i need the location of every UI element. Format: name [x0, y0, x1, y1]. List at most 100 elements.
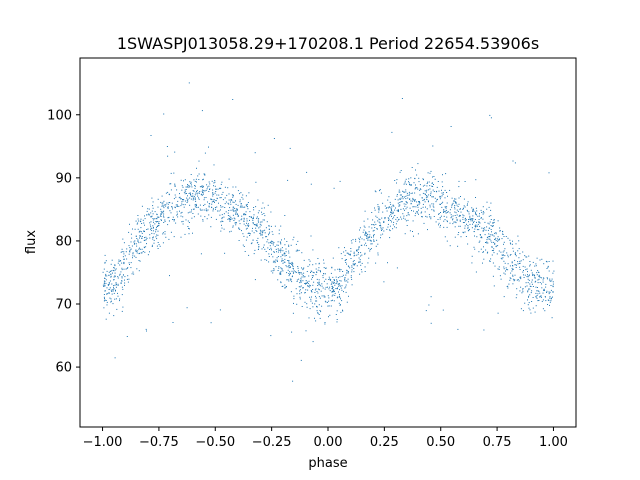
data-point — [422, 192, 424, 194]
data-point — [381, 228, 383, 230]
data-point — [160, 215, 161, 217]
data-point — [520, 308, 522, 310]
data-point — [227, 187, 229, 189]
data-point — [258, 227, 260, 229]
data-point — [300, 277, 302, 279]
data-point — [437, 181, 439, 182]
data-point — [150, 216, 152, 218]
data-point — [527, 304, 529, 306]
data-point — [545, 286, 547, 288]
data-point — [245, 195, 247, 197]
data-point — [430, 218, 432, 220]
data-point — [273, 251, 275, 253]
data-point — [266, 236, 268, 238]
data-point — [454, 201, 456, 203]
data-point — [362, 231, 364, 233]
data-point — [288, 262, 290, 264]
data-point — [529, 294, 531, 296]
data-point — [374, 227, 376, 228]
data-point — [475, 197, 476, 198]
data-point — [342, 271, 344, 272]
data-point — [525, 282, 527, 284]
data-point — [274, 246, 276, 247]
data-point — [188, 82, 190, 84]
data-point — [204, 152, 206, 154]
data-point — [218, 210, 220, 212]
data-point — [318, 296, 320, 298]
data-point — [539, 292, 541, 294]
data-point — [412, 197, 414, 199]
data-point — [482, 218, 484, 220]
data-point — [188, 222, 190, 223]
data-point — [529, 288, 531, 290]
data-point — [183, 199, 185, 200]
data-point — [235, 200, 236, 202]
data-point — [429, 188, 431, 190]
data-point — [192, 190, 194, 192]
data-point — [319, 270, 321, 272]
data-point — [369, 250, 371, 252]
data-point — [290, 272, 291, 274]
data-point — [498, 266, 500, 268]
data-point — [291, 270, 293, 272]
data-point — [144, 237, 145, 239]
data-point — [444, 210, 446, 212]
data-point — [548, 293, 550, 295]
data-point — [234, 218, 236, 220]
data-point — [529, 265, 531, 267]
data-point — [236, 209, 238, 211]
data-point — [220, 197, 222, 199]
data-point — [150, 221, 152, 223]
data-point — [536, 297, 538, 299]
data-point — [270, 211, 272, 213]
data-point — [220, 209, 221, 211]
data-point — [502, 230, 504, 232]
data-point — [272, 272, 274, 274]
data-point — [240, 192, 242, 194]
data-point — [140, 252, 142, 254]
data-point — [150, 216, 152, 218]
data-point — [275, 248, 277, 250]
data-point — [270, 242, 272, 244]
data-point — [197, 206, 199, 208]
data-point — [376, 216, 378, 218]
data-point — [468, 221, 469, 223]
data-point — [387, 262, 388, 264]
data-point — [283, 261, 285, 263]
data-point — [441, 192, 443, 194]
data-point — [270, 270, 272, 272]
data-point — [103, 300, 105, 302]
data-point — [447, 211, 449, 213]
data-point — [335, 314, 337, 315]
data-point — [515, 243, 517, 245]
data-point — [268, 225, 270, 227]
data-point — [213, 193, 215, 195]
data-point — [478, 221, 479, 223]
data-point — [380, 234, 382, 236]
data-point — [505, 236, 507, 237]
data-point — [111, 283, 113, 285]
data-point — [230, 199, 232, 201]
data-point — [471, 218, 473, 220]
data-point — [490, 215, 492, 217]
data-point — [234, 207, 236, 209]
data-point — [262, 237, 264, 239]
data-point — [153, 226, 154, 228]
data-point — [160, 213, 162, 215]
data-point — [315, 288, 317, 290]
data-point — [121, 276, 123, 278]
data-point — [488, 227, 490, 229]
data-point — [267, 247, 269, 249]
data-point — [247, 202, 249, 203]
data-point — [394, 209, 396, 211]
data-point — [393, 205, 395, 207]
data-point — [113, 315, 115, 317]
data-point — [475, 226, 477, 228]
data-point — [467, 203, 468, 205]
data-point — [351, 284, 353, 286]
data-point — [371, 224, 373, 226]
data-point — [277, 251, 279, 253]
data-point — [415, 206, 417, 208]
data-point — [290, 262, 292, 264]
data-point — [527, 299, 528, 301]
